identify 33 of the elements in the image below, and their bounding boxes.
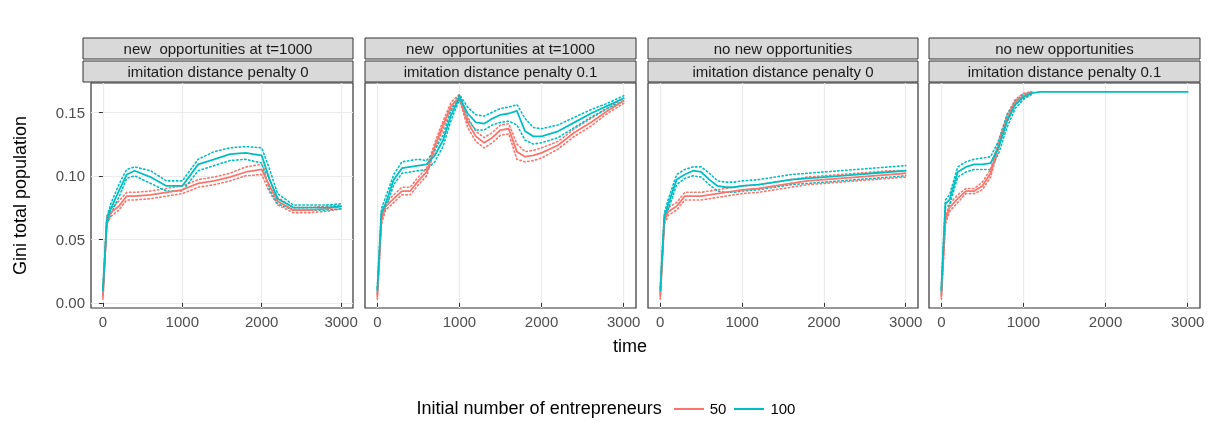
x-tick-label: 1000: [1006, 313, 1041, 330]
y-tick-label: 0.05: [55, 230, 85, 248]
x-tick-label: 0: [937, 313, 946, 330]
x-tick-label: 3000: [889, 313, 923, 330]
x-tick-label: 3000: [606, 313, 641, 330]
x-tick-label: 3000: [1170, 313, 1205, 330]
x-tick-label: 2000: [524, 313, 559, 330]
legend-label: 50: [709, 400, 727, 417]
legend-title: Initial number of entrepreneurs: [416, 398, 662, 419]
x-tick-label: 0: [98, 313, 108, 330]
chart-title: no new opportunities: [713, 40, 853, 57]
y-tick-label: 0.15: [55, 103, 85, 121]
x-tick-label: 2000: [1088, 313, 1123, 330]
x-tick-label: 1000: [442, 313, 477, 330]
x-tick-label: 2000: [245, 313, 279, 330]
chart-title: new opportunities at t=1000: [123, 40, 313, 57]
x-tick-label: 1000: [165, 313, 199, 330]
chart-title: no new opportunities: [995, 40, 1134, 57]
legend-label: 100: [770, 400, 796, 417]
chart-subtitle: imitation distance penalty 0.1: [403, 63, 598, 80]
x-tick-label: 0: [656, 313, 665, 330]
x-tick-label: 3000: [324, 313, 358, 330]
x-axis-title: time: [612, 336, 648, 357]
chart-subtitle: imitation distance penalty 0: [127, 63, 309, 80]
y-axis-title: Gini total population: [10, 115, 30, 276]
chart-title: new opportunities at t=1000: [406, 40, 595, 57]
y-tick-label: 0.10: [55, 167, 85, 185]
x-tick-label: 0: [373, 313, 382, 330]
chart-subtitle: imitation distance penalty 0: [692, 63, 874, 80]
x-tick-label: 1000: [725, 313, 759, 330]
chart-subtitle: imitation distance penalty 0.1: [967, 63, 1162, 80]
y-tick-label: 0.00: [55, 294, 85, 312]
x-tick-label: 2000: [807, 313, 841, 330]
